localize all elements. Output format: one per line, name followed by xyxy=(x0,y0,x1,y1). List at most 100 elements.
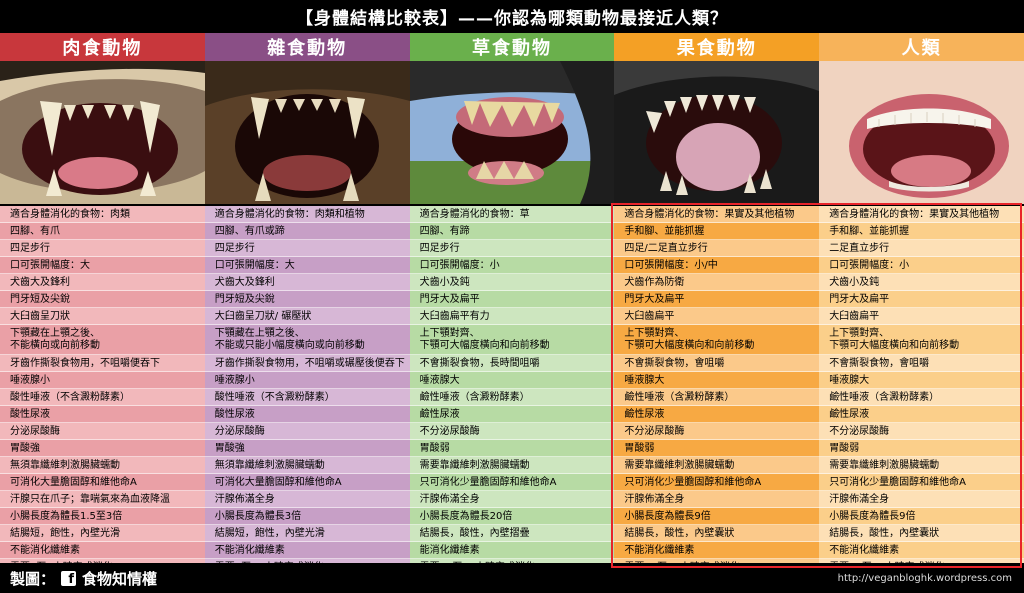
cell-text: 胃酸弱 xyxy=(624,443,655,454)
table-row-carnivore-14: 胃酸強 xyxy=(0,440,205,457)
table-row-omnivore-7: 大臼齒呈刀狀/ 碾壓狀 xyxy=(204,308,410,325)
table-row-herbivore-8: 上下顎對齊、 下顎可大幅度橫向和向前移動 xyxy=(409,325,615,355)
table-row-carnivore-3: 四足步行 xyxy=(0,240,205,257)
cell-text: 犬齒大及鋒利 xyxy=(10,277,70,288)
table-row-frugivore-18: 小腸長度為體長9倍 xyxy=(614,508,820,525)
table-row-human-6: 門牙大及扁平 xyxy=(819,291,1024,308)
table-row-human-9: 不會撕裂食物，會咀嚼 xyxy=(819,355,1024,372)
cell-text: 上下顎對齊、 下顎可大幅度橫向和向前移動 xyxy=(419,328,550,351)
credit-label: 製圖： xyxy=(10,570,56,588)
table-row-carnivore-13: 分泌尿酸酶 xyxy=(0,423,205,440)
table-row-herbivore-5: 犬齒小及鈍 xyxy=(409,274,615,291)
cell-text: 可消化大量膽固醇和維他命A xyxy=(10,477,137,488)
table-row-herbivore-20: 能消化纖維素 xyxy=(409,542,615,559)
cell-text: 不會撕裂食物，會咀嚼 xyxy=(624,358,725,369)
cell-text: 胃酸弱 xyxy=(419,443,450,454)
cell-text: 不能消化纖維素 xyxy=(214,545,285,556)
table-row-omnivore-1: 適合身體消化的食物：肉類和植物 xyxy=(204,206,410,223)
table-row-herbivore-16: 只可消化少量膽固醇和維他命A xyxy=(409,474,615,491)
table-row-omnivore-3: 四足步行 xyxy=(204,240,410,257)
table-row-carnivore-2: 四腳、有爪 xyxy=(0,223,205,240)
table-row-human-20: 不能消化纖維素 xyxy=(819,542,1024,559)
table-row-carnivore-10: 唾液腺小 xyxy=(0,372,205,389)
cell-text: 汗腺佈滿全身 xyxy=(829,494,890,505)
cell-text: 汗腺佈滿全身 xyxy=(624,494,685,505)
cell-text: 犬齒小及鈍 xyxy=(829,277,880,288)
table-row-herbivore-15: 需要靠纖維刺激腸臟蠕動 xyxy=(409,457,615,474)
cell-text: 小腸長度為體長3倍 xyxy=(214,511,302,522)
column-header-human: 人類 xyxy=(819,33,1024,61)
column-frugivore: 果食動物 適合身體消化的食物：果實及其他植物 手和腳、並能抓握 四足/二足直立步行口… xyxy=(614,33,820,563)
table-row-human-10: 唾液腺大 xyxy=(819,372,1024,389)
cell-text: 門牙大及扁平 xyxy=(624,294,685,305)
column-rows-carnivore: 適合身體消化的食物：肉類四腳、有爪 四足步行 口可張開幅度：大犬齒大及鋒利 門牙短及尖… xyxy=(0,206,205,563)
cell-text: 不會撕裂食物，長時間咀嚼 xyxy=(419,358,540,369)
cell-text: 分泌尿酸酶 xyxy=(214,426,265,437)
cell-text: 可消化大量膽固醇和維他命A xyxy=(214,477,342,488)
table-row-frugivore-5: 犬齒作為防衛 xyxy=(614,274,820,291)
table-row-herbivore-17: 汗腺佈滿全身 xyxy=(409,491,615,508)
cell-text: 適合身體消化的食物：肉類 xyxy=(10,209,130,220)
cell-text: 無須靠纖維刺激腸臟蠕動 xyxy=(214,460,325,471)
table-row-frugivore-3: 四足/二足直立步行 xyxy=(614,240,820,257)
cell-text: 適合身體消化的食物：果實及其他植物 xyxy=(829,209,1000,220)
table-row-human-7: 大臼齒扁平 xyxy=(819,308,1024,325)
cell-text: 結腸短，飽性，內壁光滑 xyxy=(214,528,325,539)
table-row-omnivore-20: 不能消化纖維素 xyxy=(204,542,410,559)
cell-text: 需要靠纖維刺激腸臟蠕動 xyxy=(624,460,735,471)
cell-text: 能消化纖維素 xyxy=(419,545,480,556)
cell-text: 不分泌尿酸酶 xyxy=(829,426,890,437)
table-row-frugivore-6: 門牙大及扁平 xyxy=(614,291,820,308)
table-row-human-16: 只可消化少量膽固醇和維他命A xyxy=(819,474,1024,491)
table-row-frugivore-15: 需要靠纖維刺激腸臟蠕動 xyxy=(614,457,820,474)
chart-title: 【身體結構比較表】——你認為哪類動物最接近人類？ xyxy=(296,9,728,29)
table-row-herbivore-3: 四足步行 xyxy=(409,240,615,257)
cell-text: 二足直立步行 xyxy=(829,243,890,254)
cell-text: 手和腳、並能抓握 xyxy=(829,226,910,237)
cell-text: 門牙大及扁平 xyxy=(829,294,890,305)
credit: 製圖： f 食物知情權 xyxy=(10,568,157,589)
table-row-frugivore-20: 不能消化纖維素 xyxy=(614,542,820,559)
cell-text: 唾液腺小 xyxy=(214,375,255,386)
table-row-carnivore-1: 適合身體消化的食物：肉類 xyxy=(0,206,205,223)
cell-text: 上下顎對齊、 下顎可大幅度橫向和向前移動 xyxy=(829,328,960,351)
table-row-human-15: 需要靠纖維刺激腸臟蠕動 xyxy=(819,457,1024,474)
cell-text: 門牙短及尖銳 xyxy=(10,294,70,305)
column-header-carnivore: 肉食動物 xyxy=(0,33,205,61)
table-row-carnivore-4: 口可張開幅度：大 xyxy=(0,257,205,274)
table-row-carnivore-17: 汗腺只在爪子；靠喘氣來為血液降溫 xyxy=(0,491,205,508)
cell-text: 胃酸強 xyxy=(214,443,245,454)
cell-text: 下顎藏在上顎之後、 不能橫向或向前移動 xyxy=(10,328,100,351)
table-row-omnivore-12: 酸性尿液 xyxy=(204,406,410,423)
source-url[interactable]: http://veganbloghk.wordpress.com xyxy=(837,573,1012,584)
table-row-human-3: 二足直立步行 xyxy=(819,240,1024,257)
table-row-human-18: 小腸長度為體長9倍 xyxy=(819,508,1024,525)
cell-text: 下顎藏在上顎之後、 不能或只能小幅度橫向或向前移動 xyxy=(214,328,365,351)
table-row-omnivore-10: 唾液腺小 xyxy=(204,372,410,389)
cell-text: 結腸長，酸性，內壁囊狀 xyxy=(624,528,735,539)
table-row-frugivore-11: 鹼性唾液（含澱粉酵素） xyxy=(614,389,820,406)
table-row-omnivore-19: 結腸短，飽性，內壁光滑 xyxy=(204,525,410,542)
cell-text: 口可張開幅度：小/中 xyxy=(624,260,718,271)
column-carnivore: 肉食動物 適合身體消化的食物：肉類四腳、有爪 四足步行 口可張開幅度：大犬齒大及鋒利… xyxy=(0,33,205,563)
cell-text: 口可張開幅度：小 xyxy=(419,260,500,271)
table-row-carnivore-7: 大臼齒呈刀狀 xyxy=(0,308,205,325)
table-row-frugivore-13: 不分泌尿酸酶 xyxy=(614,423,820,440)
table-row-frugivore-4: 口可張開幅度：小/中 xyxy=(614,257,820,274)
cell-text: 汗腺只在爪子；靠喘氣來為血液降溫 xyxy=(10,494,170,505)
table-row-omnivore-14: 胃酸強 xyxy=(204,440,410,457)
table-row-frugivore-9: 不會撕裂食物，會咀嚼 xyxy=(614,355,820,372)
table-row-human-19: 結腸長，酸性，內壁囊狀 xyxy=(819,525,1024,542)
table-row-herbivore-1: 適合身體消化的食物：草 xyxy=(409,206,615,223)
table-row-human-8: 上下顎對齊、 下顎可大幅度橫向和向前移動 xyxy=(819,325,1024,355)
comparison-table: 肉食動物 適合身體消化的食物：肉類 四腳、有爪 四足步行 口可張開幅度：大 犬齒大及鋒利… xyxy=(0,33,1024,563)
table-row-frugivore-8: 上下顎對齊、 下顎可大幅度橫向和向前移動 xyxy=(614,325,820,355)
tiger-teeth-photo xyxy=(0,61,205,204)
table-row-human-12: 鹼性尿液 xyxy=(819,406,1024,423)
table-row-herbivore-19: 結腸長，酸性，內壁摺疊 xyxy=(409,525,615,542)
column-rows-omnivore: 適合身體消化的食物：肉類和植物 四腳、有爪或蹄 四足步行 口可張開幅度：大 犬齒大及鋒利… xyxy=(204,206,410,563)
table-row-frugivore-10: 唾液腺大 xyxy=(614,372,820,389)
table-row-carnivore-5: 犬齒大及鋒利 xyxy=(0,274,205,291)
cell-text: 大臼齒呈刀狀 xyxy=(10,311,70,322)
table-row-omnivore-17: 汗腺佈滿全身 xyxy=(204,491,410,508)
